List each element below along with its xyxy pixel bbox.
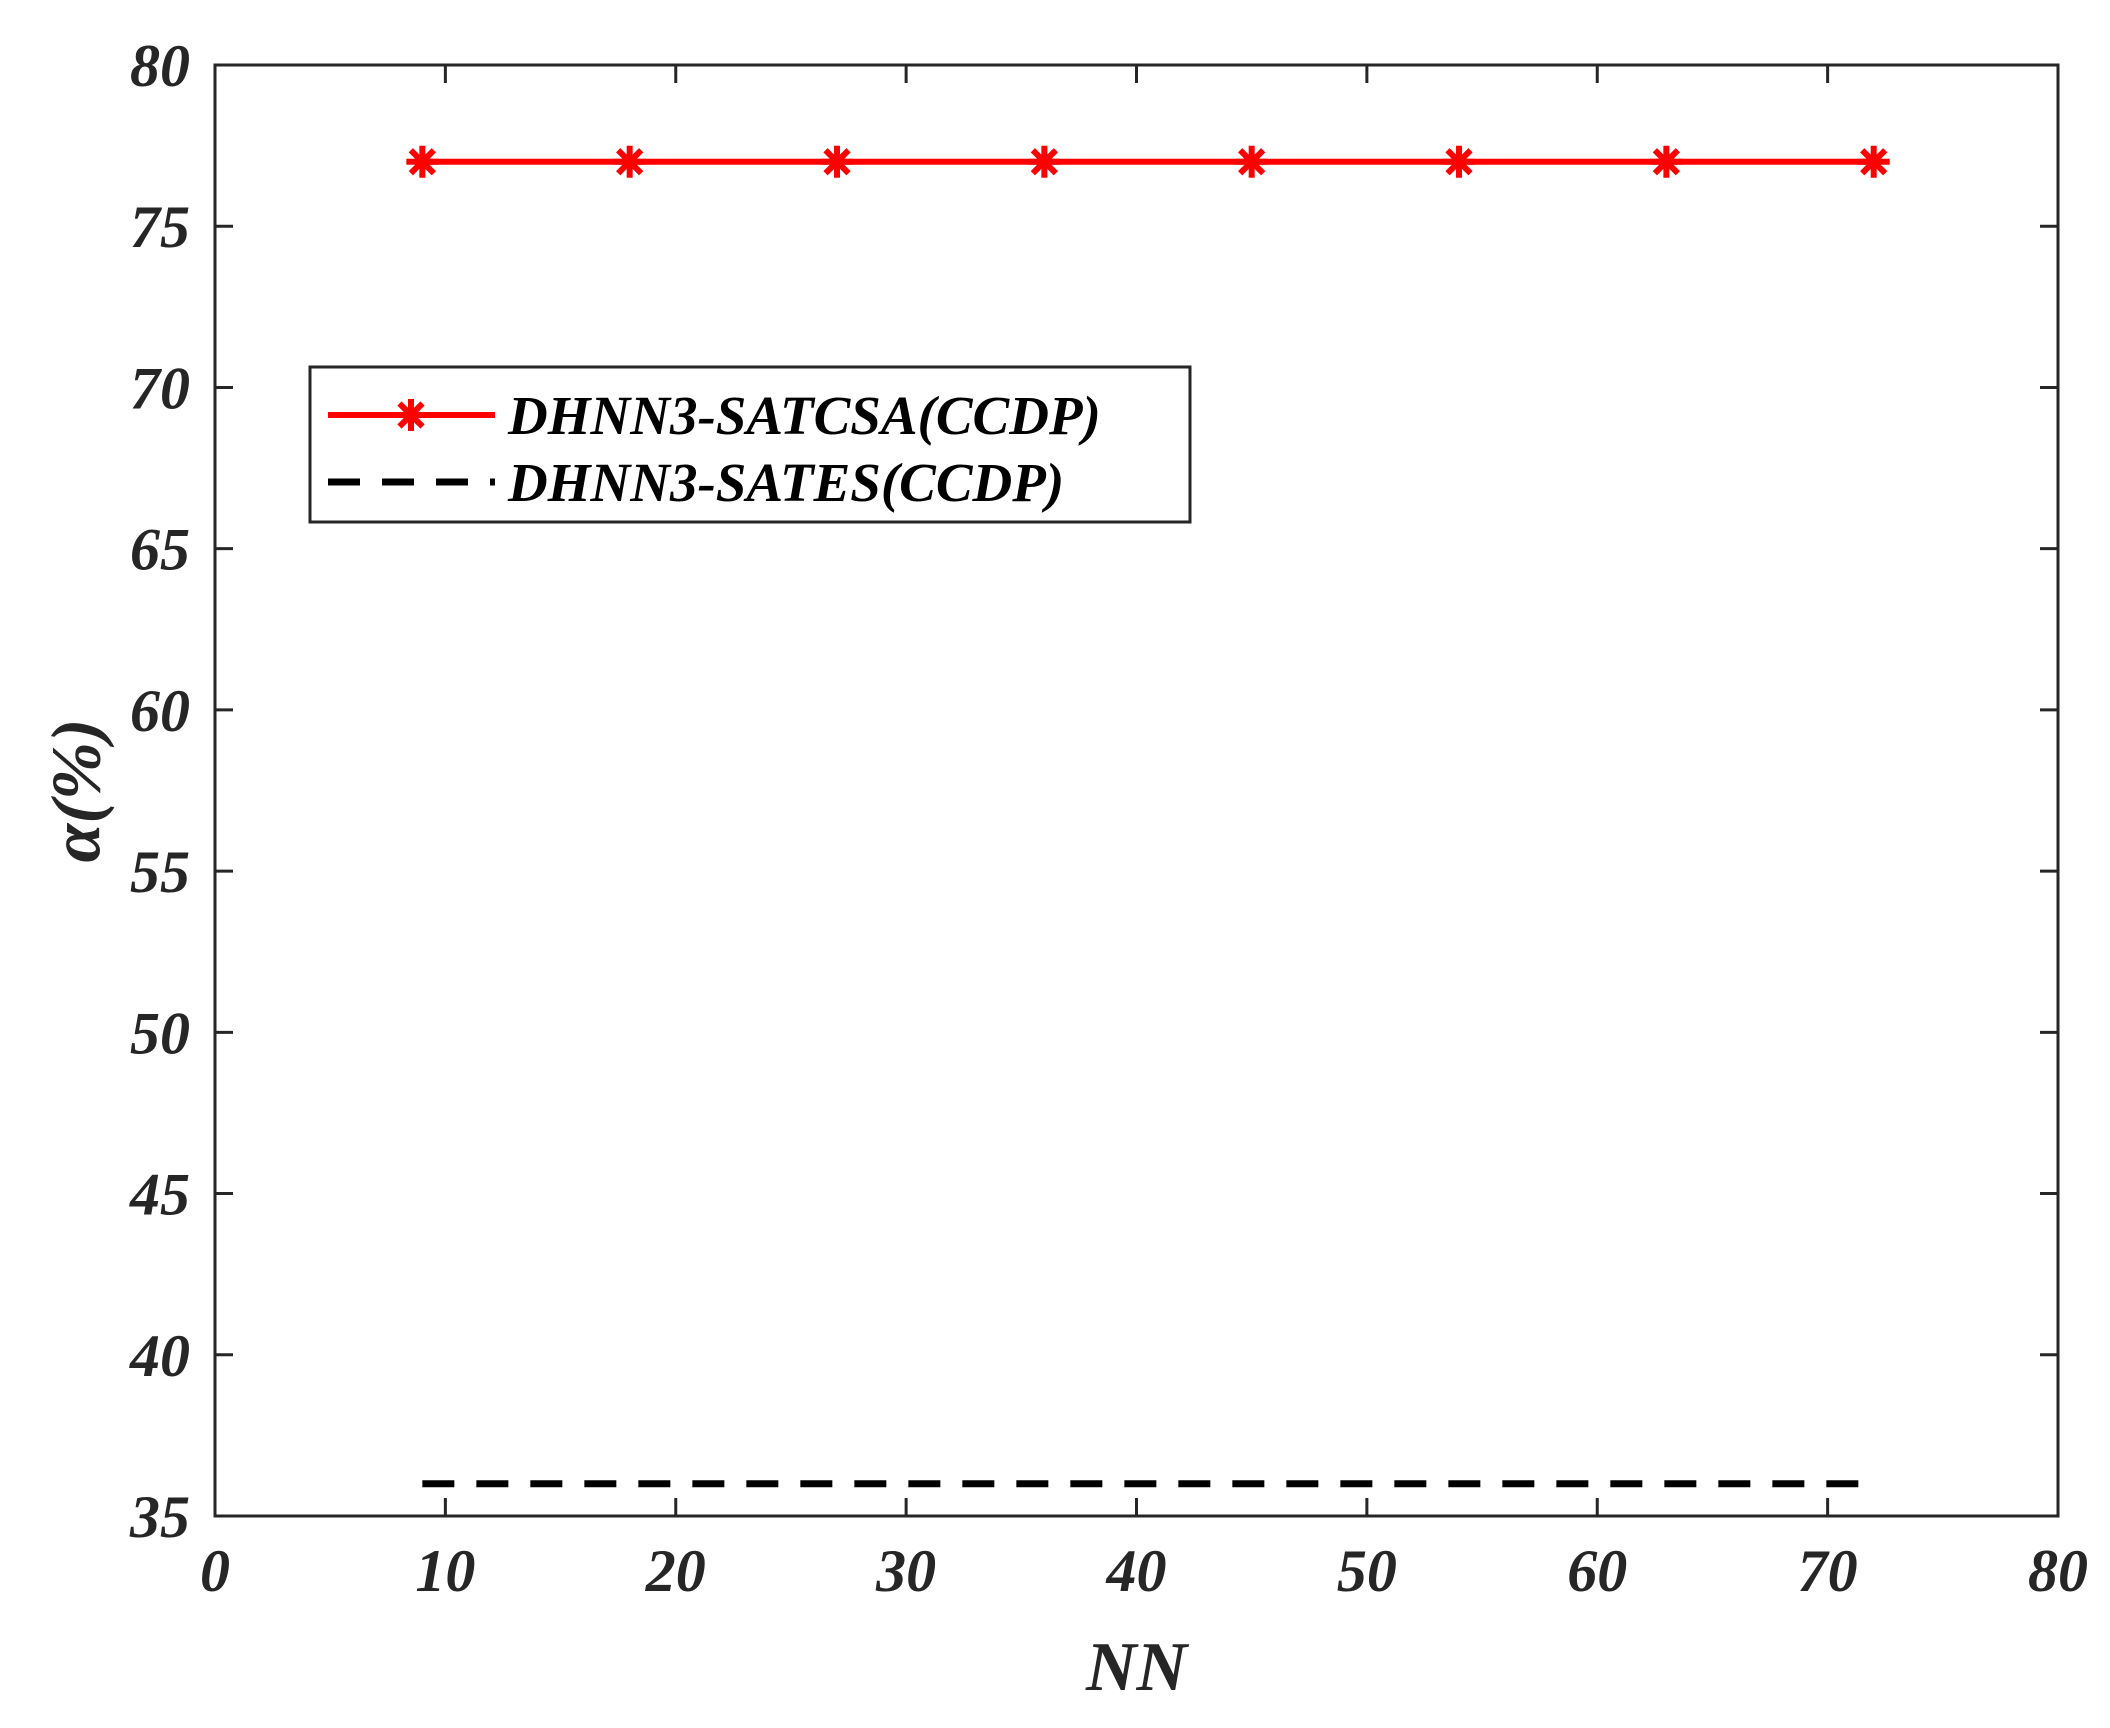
asterisk-marker [395,399,427,431]
x-tick-label: 80 [2028,1538,2088,1604]
data-point [1028,145,1061,178]
marker-stroke [408,148,436,176]
tick-labels: 0 10 20 30 40 50 60 70 80 35 40 45 50 55 60 65 70 75 80 [129,33,2088,1604]
legend-label: DHNN3-SATES(CCDP) [507,452,1064,513]
y-tick-label: 35 [129,1484,190,1550]
x-tick-label: 30 [875,1538,936,1604]
data-point [821,145,854,178]
y-tick-label: 70 [130,355,190,421]
y-tick-label: 45 [129,1162,190,1228]
y-tick-label: 80 [130,33,190,99]
x-tick-label: 40 [1106,1538,1167,1604]
series-0 [406,145,1890,178]
legend-box [308,365,1192,524]
marker-stroke [1238,148,1266,176]
marker-stroke [823,148,851,176]
legend: DHNN3-SATCSA(CCDP) DHNN3-SATES(CCDP) [308,365,1192,524]
marker-stroke [1030,148,1058,176]
y-tick-label: 55 [130,839,190,905]
axis-ticks [213,63,2060,1518]
x-tick-label: 20 [645,1538,706,1604]
data-point [613,145,646,178]
x-axis-title: NN [1085,1629,1190,1706]
data-point [1235,145,1268,178]
marker-stroke [616,148,644,176]
y-tick-label: 75 [130,194,190,260]
data-point [1650,145,1683,178]
data-point [1857,145,1890,178]
data-point [406,145,439,178]
y-axis-title: α(%) [39,719,116,863]
x-tick-label: 50 [1337,1538,1397,1604]
x-tick-label: 0 [200,1538,230,1604]
axes-box [213,63,2060,1518]
plot-area [213,63,2060,1518]
marker-stroke [397,401,425,429]
y-tick-label: 40 [129,1323,190,1389]
series-layer [406,145,1890,1488]
x-tick-label: 10 [415,1538,475,1604]
x-tick-label: 60 [1567,1538,1627,1604]
legend-entry: DHNN3-SATCSA(CCDP) [328,385,1101,446]
x-tick-label: 70 [1798,1538,1858,1604]
marker-stroke [1445,148,1473,176]
marker-stroke [1652,148,1681,176]
legend-label: DHNN3-SATCSA(CCDP) [507,385,1101,446]
y-tick-label: 65 [130,517,190,583]
y-tick-label: 50 [130,1000,190,1066]
marker-stroke [1860,148,1888,176]
legend-marker-swatch [395,399,427,431]
data-point [1443,145,1476,178]
legend-entry: DHNN3-SATES(CCDP) [328,452,1064,513]
y-tick-label: 60 [130,678,190,744]
